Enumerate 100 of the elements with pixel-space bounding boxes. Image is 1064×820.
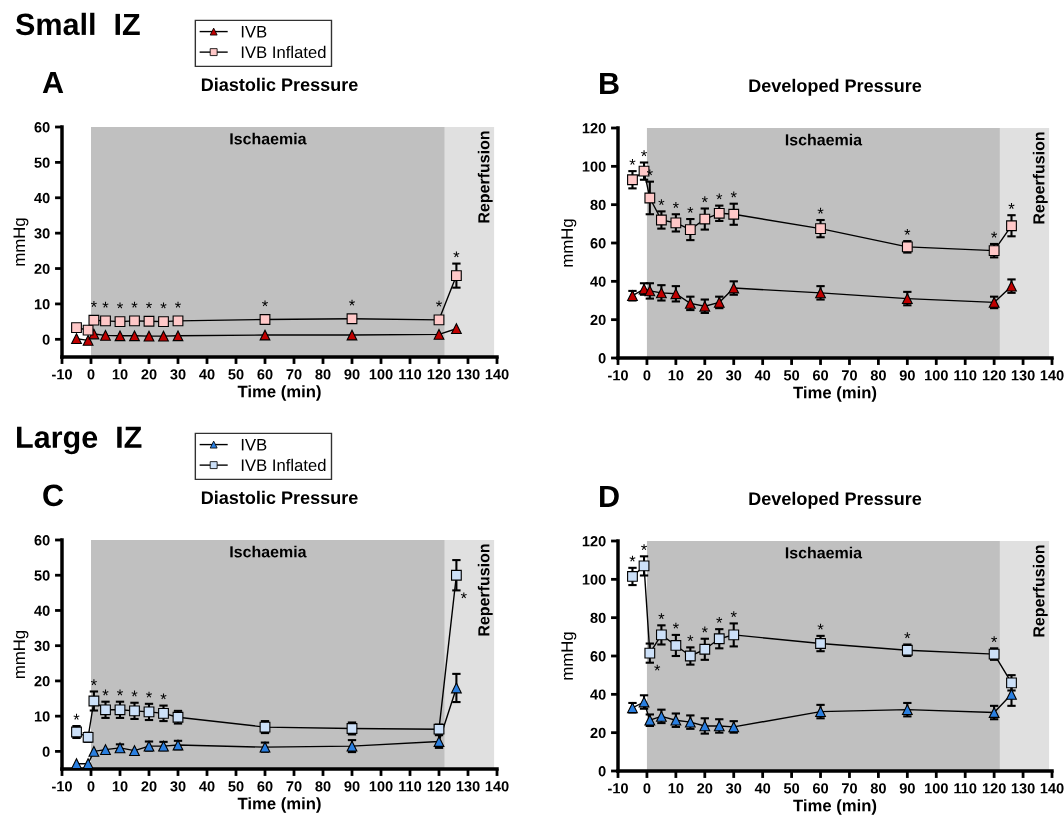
point bbox=[699, 213, 711, 225]
annotation: * bbox=[453, 251, 460, 258]
x-tick-label: 100 bbox=[369, 781, 393, 792]
chart-title: Diastolic Pressure bbox=[201, 490, 358, 505]
x-tick-label: 70 bbox=[841, 370, 857, 381]
x-tick-label: 140 bbox=[1040, 783, 1064, 794]
annotation: * bbox=[817, 623, 824, 630]
x-tick-label: 110 bbox=[954, 783, 977, 794]
y-tick-label: 100 bbox=[582, 574, 606, 585]
x-tick-label: 40 bbox=[754, 783, 771, 794]
x-axis-title: Time (min) bbox=[793, 799, 877, 815]
point bbox=[114, 316, 126, 328]
chart-title: Developed Pressure bbox=[749, 78, 922, 96]
text: D bbox=[600, 485, 619, 507]
annotation: * bbox=[131, 690, 138, 697]
x-tick-label: 40 bbox=[199, 781, 215, 792]
text: Small IZ bbox=[15, 12, 140, 36]
annotation: * bbox=[687, 635, 694, 642]
point bbox=[450, 323, 462, 335]
y-tick-label: 10 bbox=[34, 711, 50, 722]
annotation: * bbox=[160, 302, 167, 309]
y-tick-label: 60 bbox=[590, 651, 606, 662]
annotation: * bbox=[904, 632, 911, 639]
annotation: * bbox=[117, 689, 123, 696]
point bbox=[100, 704, 111, 716]
point bbox=[433, 314, 445, 326]
band-label: Ischaemia bbox=[785, 133, 863, 146]
x-tick-label: 30 bbox=[725, 783, 742, 794]
x-tick-label: 30 bbox=[170, 781, 186, 792]
x-tick-label: 140 bbox=[485, 369, 509, 380]
y-tick-label: 0 bbox=[42, 746, 50, 757]
y-tick-label: 120 bbox=[582, 536, 606, 547]
point bbox=[346, 313, 358, 325]
x-tick-label: 100 bbox=[925, 370, 948, 381]
annotation: * bbox=[629, 555, 636, 562]
point bbox=[158, 707, 169, 719]
y-axis-title: mmHg bbox=[13, 631, 29, 678]
point bbox=[627, 174, 638, 186]
x-tick-label: 90 bbox=[899, 370, 915, 381]
x-axis-title: Time (min) bbox=[793, 386, 877, 402]
annotation: * bbox=[102, 301, 109, 308]
point bbox=[655, 629, 667, 641]
y-tick-label: 0 bbox=[598, 353, 606, 364]
point bbox=[1006, 220, 1017, 232]
x-tick-label: 80 bbox=[870, 783, 886, 794]
annotation: * bbox=[672, 622, 679, 629]
x-tick-label: 90 bbox=[899, 783, 915, 794]
x-tick-label: 30 bbox=[725, 370, 742, 381]
point bbox=[143, 315, 155, 327]
x-tick-label: 120 bbox=[982, 783, 1006, 794]
point bbox=[699, 643, 711, 655]
annotation: * bbox=[672, 202, 679, 208]
annotation: * bbox=[658, 199, 665, 206]
annotation: * bbox=[146, 302, 152, 309]
point bbox=[684, 650, 696, 662]
y-tick-label: 40 bbox=[590, 276, 606, 287]
annotation: * bbox=[701, 196, 708, 203]
point bbox=[100, 315, 111, 327]
point bbox=[644, 192, 656, 204]
annotation: * bbox=[73, 713, 80, 720]
x-tick-label: 120 bbox=[427, 781, 451, 792]
annotation: * bbox=[90, 301, 97, 307]
point bbox=[644, 647, 656, 659]
point bbox=[158, 316, 169, 328]
text: A bbox=[42, 71, 64, 93]
text: Large IZ bbox=[17, 426, 142, 455]
point bbox=[450, 682, 462, 694]
annotation: * bbox=[349, 299, 355, 306]
band-label: Reperfusion bbox=[1032, 132, 1048, 224]
annotation: * bbox=[641, 544, 648, 551]
band-label: Reperfusion bbox=[1032, 545, 1048, 637]
y-tick-label: 80 bbox=[590, 199, 606, 211]
annotation: * bbox=[687, 206, 694, 213]
point bbox=[259, 314, 271, 325]
text: B bbox=[600, 72, 619, 94]
point bbox=[158, 330, 169, 342]
point bbox=[638, 560, 650, 572]
point bbox=[143, 330, 155, 342]
x-tick-label: 110 bbox=[954, 370, 977, 381]
text: C bbox=[43, 484, 64, 507]
chart-title: Diastolic Pressure bbox=[201, 77, 358, 92]
point bbox=[129, 330, 140, 342]
annotation: * bbox=[904, 228, 911, 235]
band-label: Reperfusion bbox=[477, 544, 493, 636]
annotation: * bbox=[1008, 203, 1015, 209]
legend-label: IVB bbox=[241, 438, 267, 451]
y-tick-label: 20 bbox=[34, 676, 50, 687]
annotation: * bbox=[117, 302, 123, 309]
point bbox=[728, 208, 740, 220]
annotation: * bbox=[629, 158, 636, 165]
x-tick-label: 70 bbox=[286, 369, 302, 380]
x-tick-label: 0 bbox=[643, 783, 651, 794]
point bbox=[114, 330, 126, 342]
x-tick-label: 100 bbox=[925, 783, 948, 794]
annotation: * bbox=[654, 664, 661, 671]
annotation: * bbox=[730, 191, 737, 198]
annotation: * bbox=[102, 689, 109, 696]
x-tick-label: 20 bbox=[141, 781, 157, 792]
x-tick-label: 110 bbox=[399, 781, 422, 792]
annotation: * bbox=[262, 300, 268, 307]
